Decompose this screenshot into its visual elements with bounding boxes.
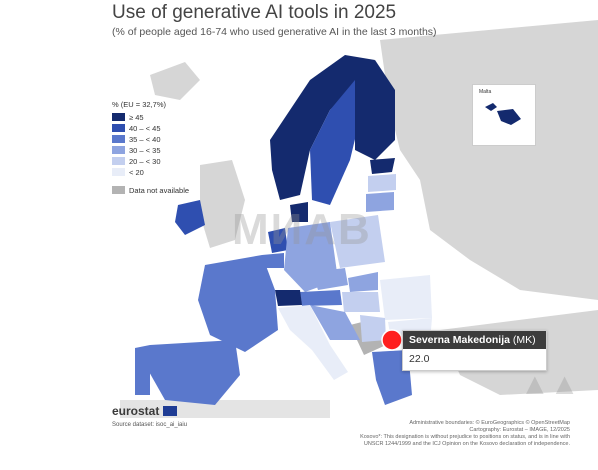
legend-label: ≥ 45 [129, 112, 144, 122]
tooltip-header: Severna Makedonija (MK) [403, 331, 546, 349]
malta-shape [485, 103, 521, 125]
finland [355, 60, 395, 160]
ireland [175, 200, 205, 235]
source-note: Source dataset: isoc_ai_iaiu [112, 422, 188, 428]
sweden [310, 80, 362, 205]
legend-swatch [112, 135, 125, 143]
slovakia [348, 272, 378, 292]
brand-text: eurostat [112, 404, 160, 418]
legend-label: 20 – < 30 [129, 156, 161, 166]
belgium [262, 253, 284, 268]
legend-row: ≥ 45 [112, 112, 189, 122]
spain [148, 340, 240, 405]
watermark-logo-mark: ▲▲ [520, 368, 580, 401]
legend-row-na: Data not available [112, 185, 189, 195]
legend-swatch [112, 113, 125, 121]
romania [380, 275, 432, 320]
credit-line: Administrative boundaries: © EuroGeograp… [409, 420, 570, 426]
legend-label: 30 – < 35 [129, 145, 161, 155]
legend-row: < 20 [112, 167, 189, 177]
watermark-miav: МИАВ [232, 205, 372, 254]
legend-row: 40 – < 45 [112, 123, 189, 133]
legend-label: 35 – < 40 [129, 134, 161, 144]
france [198, 255, 278, 352]
map-title: Use of generative AI tools in 2025 [112, 2, 397, 23]
north-macedonia-highlight [381, 329, 403, 351]
legend-label-na: Data not available [129, 185, 190, 195]
switzerland [275, 290, 302, 306]
legend-row: 20 – < 30 [112, 156, 189, 166]
greenland-iceland [150, 62, 200, 100]
legend-swatch-na [112, 186, 125, 194]
estonia [370, 158, 395, 174]
russia-region [380, 20, 598, 300]
slovenia-croatia [310, 305, 360, 340]
lithuania [366, 192, 394, 212]
country-tooltip: Severna Makedonija (MK) 22.0 [402, 330, 547, 371]
legend-row: 35 – < 40 [112, 134, 189, 144]
eu-flag-icon [163, 406, 178, 416]
credit-line: Kosovo*: This designation is without pre… [360, 434, 570, 440]
map-subtitle: (% of people aged 16-74 who used generat… [112, 26, 437, 38]
legend-swatch [112, 146, 125, 154]
legend-label: < 20 [129, 167, 144, 177]
tooltip-value: 22.0 [409, 353, 430, 365]
credit-line: UNSCR 1244/1999 and the ICJ Opinion on t… [363, 441, 570, 447]
legend-header: % (EU = 32,7%) [112, 100, 166, 109]
credit-line: Cartography: Eurostat – IMAGE, 12/2025 [469, 427, 570, 433]
poland [330, 215, 385, 268]
legend-swatch [112, 168, 125, 176]
legend-swatch [112, 157, 125, 165]
italy [278, 305, 348, 380]
latvia [368, 174, 396, 192]
legend-swatch [112, 124, 125, 132]
austria [300, 290, 342, 306]
portugal [135, 345, 150, 395]
legend-row: 30 – < 35 [112, 145, 189, 155]
uk-region [200, 160, 245, 248]
czechia [312, 268, 348, 290]
malta-inset: Malta [472, 84, 536, 146]
hungary [342, 292, 380, 312]
tooltip-country: Severna Makedonija [409, 334, 510, 346]
netherlands [268, 228, 288, 253]
denmark [290, 202, 308, 222]
legend-label: 40 – < 45 [129, 123, 161, 133]
inset-label: Malta [479, 89, 492, 95]
serbia [360, 315, 386, 342]
legend: % (EU = 32,7%) ≥ 45 40 – < 45 35 – < 40 … [112, 100, 189, 196]
eurostat-logo: eurostat [112, 404, 178, 418]
credits: Administrative boundaries: © EuroGeograp… [330, 420, 570, 448]
tooltip-code: (MK) [512, 334, 536, 346]
